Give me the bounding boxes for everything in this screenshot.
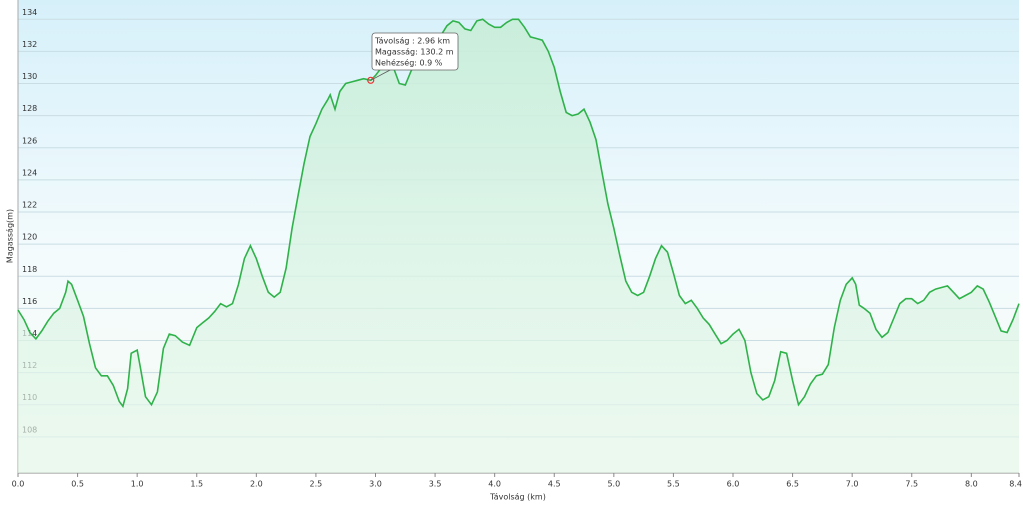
area bbox=[18, 19, 1019, 474]
tooltip: Távolság : 2.96 km Magasság: 130.2 mNehéz… bbox=[367, 32, 459, 84]
y-tick-label: 120 bbox=[22, 233, 37, 242]
x-tick-label: 4.5 bbox=[548, 480, 561, 489]
x-tick-label: 1.5 bbox=[190, 480, 203, 489]
x-tick-label: 4.0 bbox=[488, 480, 501, 489]
x-axis-title: Távolság (km) bbox=[489, 493, 546, 502]
x-tick-label: 7.0 bbox=[846, 480, 859, 489]
hover-marker bbox=[367, 76, 375, 84]
y-tick-label: 122 bbox=[22, 201, 37, 210]
tooltip-pointer bbox=[370, 68, 393, 81]
x-tick-label: 0.5 bbox=[71, 480, 84, 489]
x-tick-label: 0.0 bbox=[12, 480, 25, 489]
x-tick-label: 8.4 bbox=[1009, 480, 1022, 489]
x-tick-label: 2.5 bbox=[310, 480, 323, 489]
x-tick-label: 3.0 bbox=[369, 480, 382, 489]
y-tick-label: 130 bbox=[22, 72, 37, 81]
y-tick-label: 124 bbox=[22, 168, 37, 177]
line bbox=[17, 18, 1020, 409]
y-tick-label: 134 bbox=[22, 8, 37, 17]
x-tick-label: 2.0 bbox=[250, 480, 263, 489]
x-tick-label: 7.5 bbox=[905, 480, 918, 489]
tooltip-line: Távolság : 2.96 km bbox=[374, 37, 450, 46]
tooltip-box bbox=[371, 32, 459, 71]
y-tick-label: 128 bbox=[22, 104, 37, 113]
x-tick-label: 1.0 bbox=[131, 480, 144, 489]
y-tick-label: 126 bbox=[22, 136, 37, 145]
y-tick-label: 118 bbox=[22, 265, 37, 274]
x-tick-label: 6.5 bbox=[786, 480, 799, 489]
x-tick-label: 8.0 bbox=[965, 480, 978, 489]
tooltip-line: Nehézség: 0.9 % bbox=[375, 58, 443, 68]
y-tick-label: 132 bbox=[22, 40, 37, 49]
x-tick-label: 6.0 bbox=[727, 480, 740, 489]
x-tick-label: 3.5 bbox=[429, 480, 442, 489]
x-tick-label: 5.5 bbox=[667, 480, 680, 489]
y-axis-title: Magasság(m) bbox=[6, 209, 15, 263]
y-tick-label: 116 bbox=[22, 297, 37, 306]
x-tick-label: 5.0 bbox=[607, 480, 620, 489]
tooltip-line: Magasság: 130.2 m bbox=[375, 48, 454, 57]
